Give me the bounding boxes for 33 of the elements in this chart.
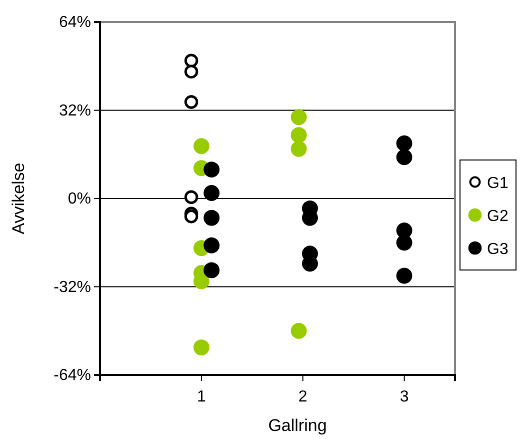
y-tick-label: 32% (58, 102, 91, 120)
point (396, 135, 412, 152)
point (184, 64, 198, 79)
point (204, 162, 220, 178)
x-axis-title: Gallring (268, 416, 327, 435)
point (290, 322, 307, 339)
point (184, 95, 198, 109)
y-tick-label: 64% (58, 14, 91, 32)
point (204, 210, 220, 226)
x-tick-label: 3 (400, 388, 409, 406)
point (204, 185, 220, 201)
point (290, 140, 307, 157)
legend-label: G2 (487, 208, 508, 225)
point (193, 339, 210, 356)
point (396, 149, 412, 166)
point (290, 109, 307, 126)
point (290, 127, 307, 144)
x-tick-label: 1 (196, 388, 206, 406)
point (204, 262, 220, 278)
y-tick-label: 0% (68, 190, 91, 208)
legend-label: G1 (487, 175, 508, 192)
point (396, 234, 412, 251)
point (184, 190, 198, 204)
x-tick-label: 2 (298, 388, 308, 406)
point (204, 237, 220, 254)
legend-label: G3 (487, 241, 508, 258)
y-tick-label: -64% (54, 367, 91, 384)
y-tick-label: -32% (54, 278, 91, 296)
point (184, 210, 198, 224)
point (396, 268, 412, 284)
point (184, 54, 198, 68)
y-axis-title: Avvikelse (9, 162, 28, 234)
point (193, 138, 210, 154)
